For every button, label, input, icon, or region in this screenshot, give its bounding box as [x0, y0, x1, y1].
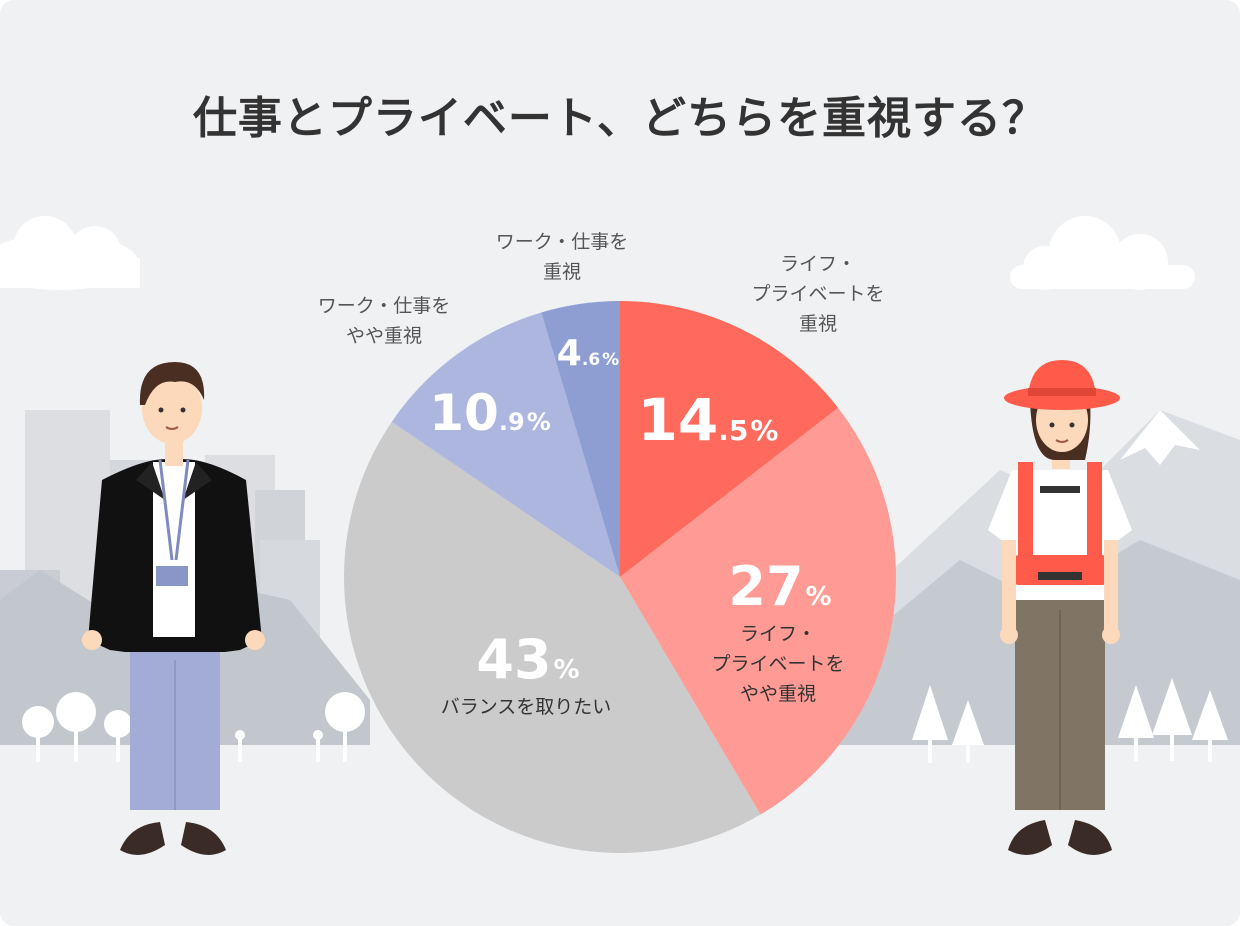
- pie-slice-life_somewhat: [620, 407, 896, 815]
- slice-label-work_somewhat: ワーク・仕事をやや重視: [318, 295, 451, 347]
- businessman-figure: [82, 362, 265, 855]
- slice-label-life: ライフ・プライベートを重視: [751, 253, 884, 335]
- slice-value-life_somewhat: 27%: [728, 555, 831, 618]
- slice-label-life_somewhat: ライフ・プライベートをやや重視: [711, 623, 844, 705]
- slice-label-work: ワーク・仕事を重視: [496, 231, 629, 283]
- pie-slice-life: [620, 301, 839, 577]
- pie-slices: [344, 301, 896, 853]
- pie-slice-work: [541, 301, 620, 577]
- chart-title: 仕事とプライベート、どちらを重視する？: [192, 93, 1048, 144]
- pine-trees-right: [912, 678, 1228, 763]
- pie-slice-balance: [344, 421, 761, 853]
- slice-value-work_somewhat: 10.9%: [429, 384, 550, 442]
- pie-slice-work_somewhat: [391, 312, 620, 577]
- trees-left: [22, 692, 365, 762]
- slice-value-balance: 43%: [476, 628, 579, 691]
- slice-label-balance: バランスを取りたい: [441, 696, 612, 718]
- mountain-snow: [1120, 410, 1200, 465]
- cloud-left-icon: [0, 216, 140, 290]
- cloud-right-icon: [1010, 216, 1195, 290]
- hiker-woman-figure: [988, 360, 1132, 855]
- pie-labels: 14.5% ライフ・プライベートを重視 27%ライフ・プライベートをやや重視 43% バ…: [318, 231, 885, 718]
- slice-value-work: 4.6%: [557, 333, 619, 374]
- slice-value-life: 14.5%: [638, 386, 779, 454]
